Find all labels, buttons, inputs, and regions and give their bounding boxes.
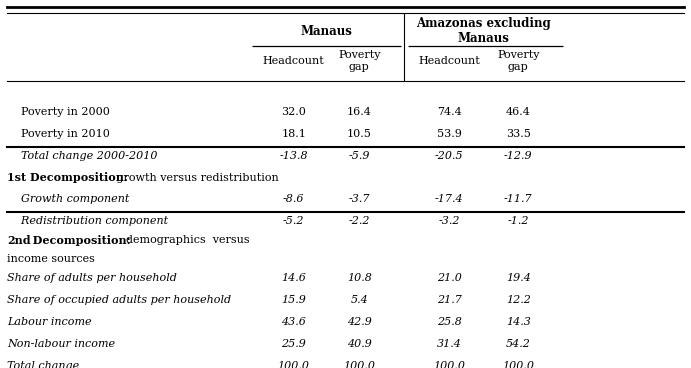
Text: 1st Decomposition:: 1st Decomposition:	[7, 172, 128, 183]
Text: Total change 2000-2010: Total change 2000-2010	[7, 151, 158, 162]
Text: -20.5: -20.5	[435, 151, 464, 162]
Text: 46.4: 46.4	[506, 107, 531, 117]
Text: Poverty
gap: Poverty gap	[497, 50, 540, 71]
Text: -1.2: -1.2	[507, 216, 529, 226]
Text: Share of occupied adults per household: Share of occupied adults per household	[7, 295, 231, 305]
Text: 42.9: 42.9	[347, 317, 372, 327]
Text: 100.0: 100.0	[278, 361, 310, 368]
Text: 21.7: 21.7	[437, 295, 462, 305]
Text: 74.4: 74.4	[437, 107, 462, 117]
Text: 100.0: 100.0	[433, 361, 465, 368]
Text: 10.5: 10.5	[347, 129, 372, 139]
Text: -3.2: -3.2	[438, 216, 460, 226]
Text: Non-labour income: Non-labour income	[7, 339, 115, 349]
Text: -3.7: -3.7	[348, 194, 370, 204]
Text: Redistribution component: Redistribution component	[7, 216, 168, 226]
Text: Labour income: Labour income	[7, 317, 91, 327]
Text: -8.6: -8.6	[283, 194, 305, 204]
Text: growth versus redistribution: growth versus redistribution	[113, 173, 278, 183]
Text: Poverty in 2000: Poverty in 2000	[7, 107, 110, 117]
Text: Decomposition:: Decomposition:	[25, 235, 130, 245]
Text: 14.6: 14.6	[281, 273, 306, 283]
Text: 25.9: 25.9	[281, 339, 306, 349]
Text: -5.9: -5.9	[348, 151, 370, 162]
Text: Poverty in 2010: Poverty in 2010	[7, 129, 110, 139]
Text: Total change: Total change	[7, 361, 79, 368]
Text: Growth component: Growth component	[7, 194, 129, 204]
Text: Poverty
gap: Poverty gap	[338, 50, 381, 71]
Text: -13.8: -13.8	[279, 151, 308, 162]
Text: 12.2: 12.2	[506, 295, 531, 305]
Text: 15.9: 15.9	[281, 295, 306, 305]
Text: -17.4: -17.4	[435, 194, 464, 204]
Text: 100.0: 100.0	[502, 361, 534, 368]
Text: -5.2: -5.2	[283, 216, 305, 226]
Text: -12.9: -12.9	[504, 151, 533, 162]
Text: 18.1: 18.1	[281, 129, 306, 139]
Text: 16.4: 16.4	[347, 107, 372, 117]
Text: income sources: income sources	[7, 254, 95, 263]
Text: Amazonas excluding
Manaus: Amazonas excluding Manaus	[416, 17, 551, 45]
Text: Headcount: Headcount	[263, 56, 325, 66]
Text: 54.2: 54.2	[506, 339, 531, 349]
Text: 10.8: 10.8	[347, 273, 372, 283]
Text: 5.4: 5.4	[350, 295, 368, 305]
Text: -11.7: -11.7	[504, 194, 533, 204]
Text: 31.4: 31.4	[437, 339, 462, 349]
Text: 21.0: 21.0	[437, 273, 462, 283]
Text: 43.6: 43.6	[281, 317, 306, 327]
Text: demographics  versus: demographics versus	[119, 235, 249, 245]
Text: 14.3: 14.3	[506, 317, 531, 327]
Text: -2.2: -2.2	[348, 216, 370, 226]
Text: Share of adults per household: Share of adults per household	[7, 273, 177, 283]
Text: 100.0: 100.0	[343, 361, 375, 368]
Text: 53.9: 53.9	[437, 129, 462, 139]
Text: Headcount: Headcount	[418, 56, 480, 66]
Text: 2nd: 2nd	[7, 235, 30, 245]
Text: 33.5: 33.5	[506, 129, 531, 139]
Text: Manaus: Manaus	[301, 25, 352, 38]
Text: 32.0: 32.0	[281, 107, 306, 117]
Text: 40.9: 40.9	[347, 339, 372, 349]
Text: 25.8: 25.8	[437, 317, 462, 327]
Text: 19.4: 19.4	[506, 273, 531, 283]
